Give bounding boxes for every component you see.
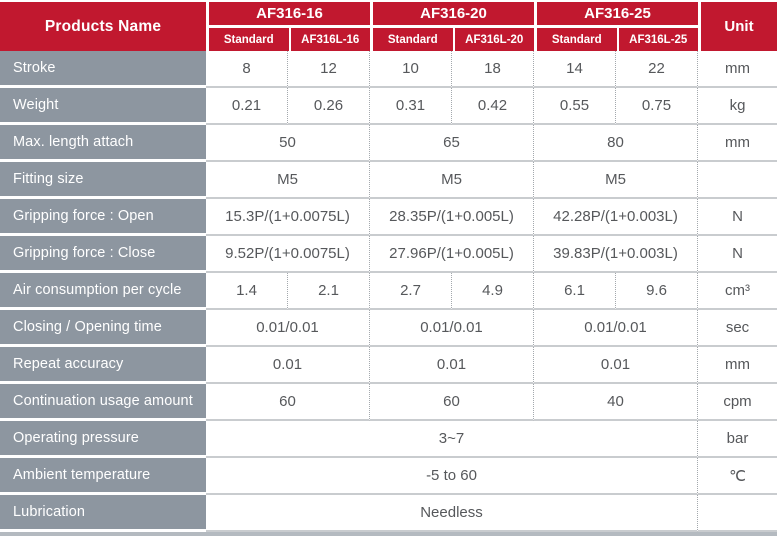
row-label: Operating pressure bbox=[0, 421, 206, 455]
table-row-gripping-force-close: Gripping force : Close 9.52P/(1+0.0075L)… bbox=[0, 236, 777, 273]
spec-cell: 0.01/0.01 bbox=[534, 310, 698, 347]
table-row-weight: Weight 0.21 0.26 0.31 0.42 0.55 0.75 kg bbox=[0, 88, 777, 125]
header-group-name: AF316-16 bbox=[209, 2, 370, 28]
header-group-af316-20: AF316-20 Standard AF316L-20 bbox=[370, 2, 534, 51]
spec-cell: 18 bbox=[452, 51, 534, 88]
spec-cell: 1.4 bbox=[206, 273, 288, 310]
spec-cell: Needless bbox=[206, 495, 698, 532]
unit-cell: cpm bbox=[698, 384, 777, 421]
unit-cell bbox=[698, 162, 777, 199]
spec-cell: 10 bbox=[370, 51, 452, 88]
table-row-ambient-temperature: Ambient temperature -5 to 60 ℃ bbox=[0, 458, 777, 495]
row-label: Stroke bbox=[0, 51, 206, 85]
table-row-operating-pressure: Operating pressure 3~7 bar bbox=[0, 421, 777, 458]
spec-cell: 40 bbox=[534, 384, 698, 421]
spec-cell: 15.3P/(1+0.0075L) bbox=[206, 199, 370, 236]
unit-cell: sec bbox=[698, 310, 777, 347]
spec-cell: 28.35P/(1+0.005L) bbox=[370, 199, 534, 236]
spec-cell: 0.42 bbox=[452, 88, 534, 125]
unit-cell: kg bbox=[698, 88, 777, 125]
header-products-name: Products Name bbox=[0, 2, 206, 51]
row-label: Fitting size bbox=[0, 162, 206, 196]
spec-cell: 8 bbox=[206, 51, 288, 88]
table-row-fitting-size: Fitting size M5 M5 M5 bbox=[0, 162, 777, 199]
spec-cell: M5 bbox=[370, 162, 534, 199]
header-subcol-long: AF316L-16 bbox=[288, 28, 370, 51]
table-row-air-consumption: Air consumption per cycle 1.4 2.1 2.7 4.… bbox=[0, 273, 777, 310]
row-label: Ambient temperature bbox=[0, 458, 206, 492]
row-label: Closing / Opening time bbox=[0, 310, 206, 344]
row-label: Gripping force : Close bbox=[0, 236, 206, 270]
spec-cell: 0.26 bbox=[288, 88, 370, 125]
spec-cell: M5 bbox=[206, 162, 370, 199]
spec-cell: 60 bbox=[206, 384, 370, 421]
spec-cell: 0.01/0.01 bbox=[370, 310, 534, 347]
spec-cell: 9.6 bbox=[616, 273, 698, 310]
table-row-max-length-attach: Max. length attach 50 65 80 mm bbox=[0, 125, 777, 162]
row-label: Continuation usage amount bbox=[0, 384, 206, 418]
unit-cell: N bbox=[698, 199, 777, 236]
table-row-lubrication: Lubrication Needless bbox=[0, 495, 777, 532]
spec-cell: 39.83P/(1+0.003L) bbox=[534, 236, 698, 273]
spec-cell: 2.7 bbox=[370, 273, 452, 310]
spec-cell: 42.28P/(1+0.003L) bbox=[534, 199, 698, 236]
header-subcol-standard: Standard bbox=[373, 28, 453, 51]
spec-cell: 0.01 bbox=[206, 347, 370, 384]
spec-cell: 80 bbox=[534, 125, 698, 162]
row-label: Weight bbox=[0, 88, 206, 122]
row-label: Lubrication bbox=[0, 495, 206, 529]
header-group-name: AF316-20 bbox=[373, 2, 534, 28]
spec-cell: 0.01/0.01 bbox=[206, 310, 370, 347]
spec-cell: 9.52P/(1+0.0075L) bbox=[206, 236, 370, 273]
table-row-gripping-force-open: Gripping force : Open 15.3P/(1+0.0075L) … bbox=[0, 199, 777, 236]
row-label: Max. length attach bbox=[0, 125, 206, 159]
header-unit: Unit bbox=[698, 2, 777, 51]
spec-cell: 2.1 bbox=[288, 273, 370, 310]
header-group-af316-25: AF316-25 Standard AF316L-25 bbox=[534, 2, 698, 51]
table-row-continuation-usage: Continuation usage amount 60 60 40 cpm bbox=[0, 384, 777, 421]
spec-cell: 22 bbox=[616, 51, 698, 88]
table-row-stroke: Stroke 8 12 10 18 14 22 mm bbox=[0, 51, 777, 88]
unit-cell: ℃ bbox=[698, 458, 777, 495]
unit-cell: N bbox=[698, 236, 777, 273]
unit-cell bbox=[698, 495, 777, 532]
spec-cell: 0.31 bbox=[370, 88, 452, 125]
row-label: Air consumption per cycle bbox=[0, 273, 206, 307]
unit-cell: cm³ bbox=[698, 273, 777, 310]
unit-cell: bar bbox=[698, 421, 777, 458]
spec-cell: 60 bbox=[370, 384, 534, 421]
row-label: Repeat accuracy bbox=[0, 347, 206, 381]
spec-cell: 27.96P/(1+0.005L) bbox=[370, 236, 534, 273]
spec-cell: 14 bbox=[534, 51, 616, 88]
spec-cell: 0.21 bbox=[206, 88, 288, 125]
header-subcol-long: AF316L-25 bbox=[616, 28, 698, 51]
spec-cell: 6.1 bbox=[534, 273, 616, 310]
header-subcol-standard: Standard bbox=[537, 28, 617, 51]
spec-cell: 3~7 bbox=[206, 421, 698, 458]
spec-cell: 50 bbox=[206, 125, 370, 162]
spec-cell: M5 bbox=[534, 162, 698, 199]
unit-cell: mm bbox=[698, 51, 777, 88]
spec-cell: -5 to 60 bbox=[206, 458, 698, 495]
spec-cell: 12 bbox=[288, 51, 370, 88]
header-group-name: AF316-25 bbox=[537, 2, 698, 28]
spec-cell: 0.01 bbox=[534, 347, 698, 384]
row-label: Gripping force : Open bbox=[0, 199, 206, 233]
unit-cell: mm bbox=[698, 125, 777, 162]
table-header: Products Name AF316-16 Standard AF316L-1… bbox=[0, 2, 777, 51]
table-row-closing-opening-time: Closing / Opening time 0.01/0.01 0.01/0.… bbox=[0, 310, 777, 347]
spec-cell: 0.01 bbox=[370, 347, 534, 384]
header-group-af316-16: AF316-16 Standard AF316L-16 bbox=[206, 2, 370, 51]
spec-cell: 65 bbox=[370, 125, 534, 162]
header-subcol-standard: Standard bbox=[209, 28, 289, 51]
unit-cell: mm bbox=[698, 347, 777, 384]
table-row-repeat-accuracy: Repeat accuracy 0.01 0.01 0.01 mm bbox=[0, 347, 777, 384]
spec-cell: 0.55 bbox=[534, 88, 616, 125]
spec-cell: 0.75 bbox=[616, 88, 698, 125]
header-subcol-long: AF316L-20 bbox=[452, 28, 534, 51]
spec-cell: 4.9 bbox=[452, 273, 534, 310]
table-bottom-border bbox=[0, 532, 777, 536]
header-groups: AF316-16 Standard AF316L-16 AF316-20 Sta… bbox=[206, 2, 698, 51]
